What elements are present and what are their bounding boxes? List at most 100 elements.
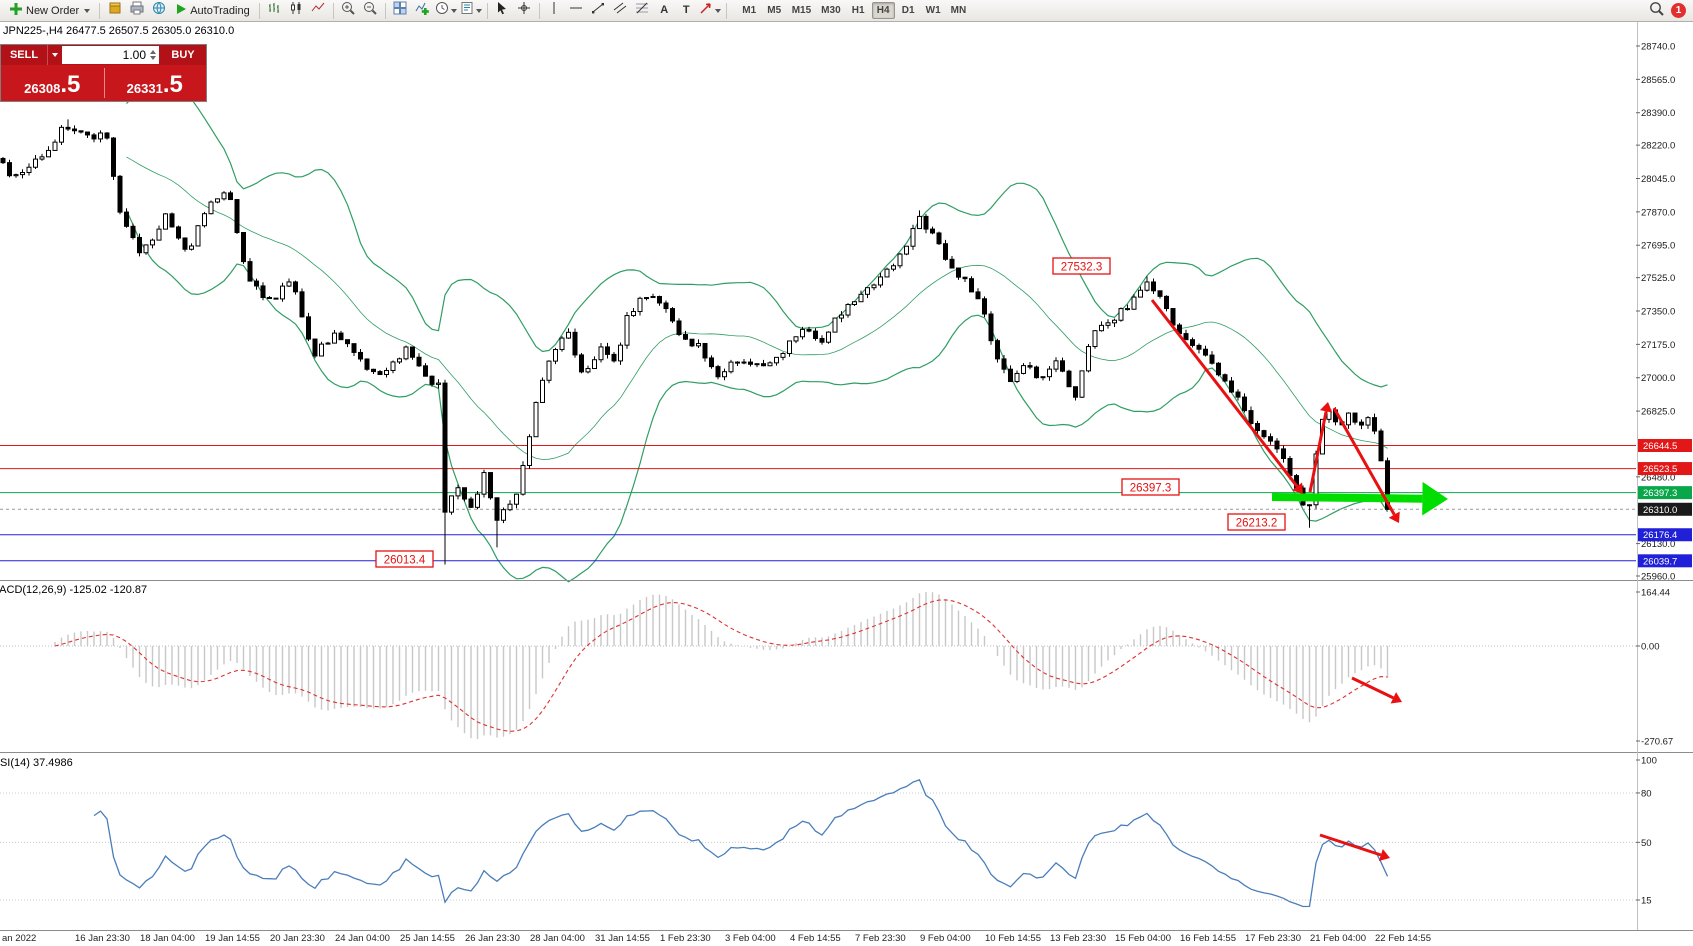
time-label: 22 Feb 14:55 xyxy=(1375,933,1431,944)
time-label: 9 Feb 04:00 xyxy=(920,933,971,944)
timeframe-m15[interactable]: M15 xyxy=(791,5,812,16)
svg-text:15: 15 xyxy=(1641,895,1652,906)
trendline-icon xyxy=(591,1,605,20)
toolbar-separator xyxy=(384,2,386,19)
chevron-down-icon xyxy=(84,8,91,13)
web-button[interactable] xyxy=(148,1,169,20)
timeframe-d1[interactable]: D1 xyxy=(901,5,915,16)
channel-button[interactable] xyxy=(610,1,631,20)
timeframe-m5[interactable]: M5 xyxy=(767,5,782,16)
fibonacci-button[interactable] xyxy=(632,1,653,20)
price-callout xyxy=(1227,513,1286,531)
price-tag xyxy=(1638,554,1692,568)
svg-text:28045.0: 28045.0 xyxy=(1641,174,1675,185)
price-tag xyxy=(1638,462,1692,476)
buy-price[interactable]: 26331.5 xyxy=(104,65,207,101)
cursor-button[interactable] xyxy=(492,1,513,20)
notification-badge[interactable]: 1 xyxy=(1671,3,1686,18)
toolbar-separator xyxy=(725,2,727,19)
timeframe-h4[interactable]: H4 xyxy=(871,2,895,19)
horizontal-lines[interactable] xyxy=(0,445,1636,562)
time-label: 13 Feb 23:30 xyxy=(1050,933,1106,944)
time-label: 19 Jan 14:55 xyxy=(205,933,260,944)
sell-price[interactable]: 26308.5 xyxy=(1,65,104,101)
svg-text:26013.4: 26013.4 xyxy=(384,555,426,567)
tile-windows-button[interactable] xyxy=(390,1,411,20)
print-button[interactable] xyxy=(126,1,147,20)
new-order-button[interactable]: New Order xyxy=(4,1,95,20)
svg-text:26397.3: 26397.3 xyxy=(1643,488,1677,499)
trendline-button[interactable] xyxy=(588,1,609,20)
cube-icon xyxy=(108,1,122,20)
chevron-down-icon xyxy=(450,8,457,13)
svg-text:27350.0: 27350.0 xyxy=(1641,307,1675,318)
printer-icon xyxy=(130,1,144,20)
sell-button[interactable]: SELL xyxy=(9,49,39,61)
time-label: 3 Feb 04:00 xyxy=(725,933,776,944)
timeframe-switcher: M1 M5 M15 M30 H1 H4 D1 W1 MN xyxy=(737,2,971,19)
zoom-out-icon xyxy=(363,1,377,20)
time-label: 15 Feb 04:00 xyxy=(1115,933,1171,944)
buy-button[interactable]: BUY xyxy=(171,49,195,61)
line-chart-icon xyxy=(311,1,325,20)
text-icon: A xyxy=(660,4,669,16)
zoom-out-button[interactable] xyxy=(360,1,381,20)
svg-text:27870.0: 27870.0 xyxy=(1641,207,1675,218)
vertical-line-button[interactable] xyxy=(544,1,565,20)
tile-windows-icon xyxy=(393,1,407,20)
label-tool-button[interactable]: T xyxy=(676,1,697,20)
svg-text:-270.67: -270.67 xyxy=(1641,737,1673,748)
price-tag xyxy=(1638,439,1692,453)
timeframe-mn[interactable]: MN xyxy=(950,5,967,16)
autotrading-button[interactable]: AutoTrading xyxy=(170,1,255,20)
time-label: 16 Jan 23:30 xyxy=(75,933,130,944)
toolbar-separator xyxy=(258,2,260,19)
volume-stepper[interactable] xyxy=(150,50,156,60)
template-icon xyxy=(460,1,474,20)
timeframe-m1[interactable]: M1 xyxy=(742,5,757,16)
trade-panel-prices: 26308.5 26331.5 xyxy=(1,65,206,101)
line-chart-button[interactable] xyxy=(308,1,329,20)
time-label: 16 Feb 14:55 xyxy=(1180,933,1236,944)
svg-text:26176.4: 26176.4 xyxy=(1643,530,1677,541)
rsi-panel xyxy=(0,778,1636,908)
templates-button[interactable] xyxy=(459,1,483,20)
time-axis[interactable]: an 2022 16 Jan 23:30 18 Jan 04:00 19 Jan 14… xyxy=(2,933,1431,944)
crosshair-button[interactable] xyxy=(514,1,535,20)
timeframe-w1[interactable]: W1 xyxy=(925,5,941,16)
time-label: 20 Jan 23:30 xyxy=(270,933,325,944)
zoom-in-button[interactable] xyxy=(338,1,359,20)
text-tool-button[interactable]: A xyxy=(654,1,675,20)
cube-button[interactable] xyxy=(104,1,125,20)
candlestick-mode-button[interactable] xyxy=(286,1,307,20)
annotations[interactable]: 27532.3 26397.3 26213.2 26013.4 xyxy=(375,257,1448,861)
price-callout xyxy=(1052,257,1111,275)
bar-chart-button[interactable] xyxy=(264,1,285,20)
periods-button[interactable] xyxy=(434,1,458,20)
price-tag xyxy=(1638,486,1692,500)
time-label: 25 Jan 14:55 xyxy=(400,933,455,944)
sell-price-main: 26308 xyxy=(24,81,61,96)
arrows-tool-button[interactable] xyxy=(698,1,722,20)
symbol-period-label: JPN225-,H4 xyxy=(3,25,63,37)
volume-dropdown[interactable] xyxy=(47,45,61,65)
macd-label: MACD(12,26,9) -125.02 -120.87 xyxy=(0,584,148,596)
autotrading-label: AutoTrading xyxy=(190,4,250,17)
clock-icon xyxy=(435,1,449,20)
price-tag xyxy=(1638,528,1692,542)
bar-chart-icon xyxy=(267,1,281,20)
horizontal-line-button[interactable] xyxy=(566,1,587,20)
volume-value: 1.00 xyxy=(122,48,146,62)
time-label: 26 Jan 23:30 xyxy=(465,933,520,944)
svg-text:28390.0: 28390.0 xyxy=(1641,108,1675,119)
svg-text:26397.3: 26397.3 xyxy=(1130,483,1172,495)
price-axis[interactable]: 28740.0 28565.0 28390.0 28220.0 28045.0 27870… xyxy=(1636,42,1692,907)
indicators-button[interactable] xyxy=(412,1,433,20)
volume-input[interactable]: 1.00 xyxy=(62,46,159,64)
timeframe-h1[interactable]: H1 xyxy=(851,5,865,16)
timeframe-m30[interactable]: M30 xyxy=(821,5,841,16)
time-label: 1 Feb 23:30 xyxy=(660,933,711,944)
search-icon[interactable] xyxy=(1649,1,1664,21)
